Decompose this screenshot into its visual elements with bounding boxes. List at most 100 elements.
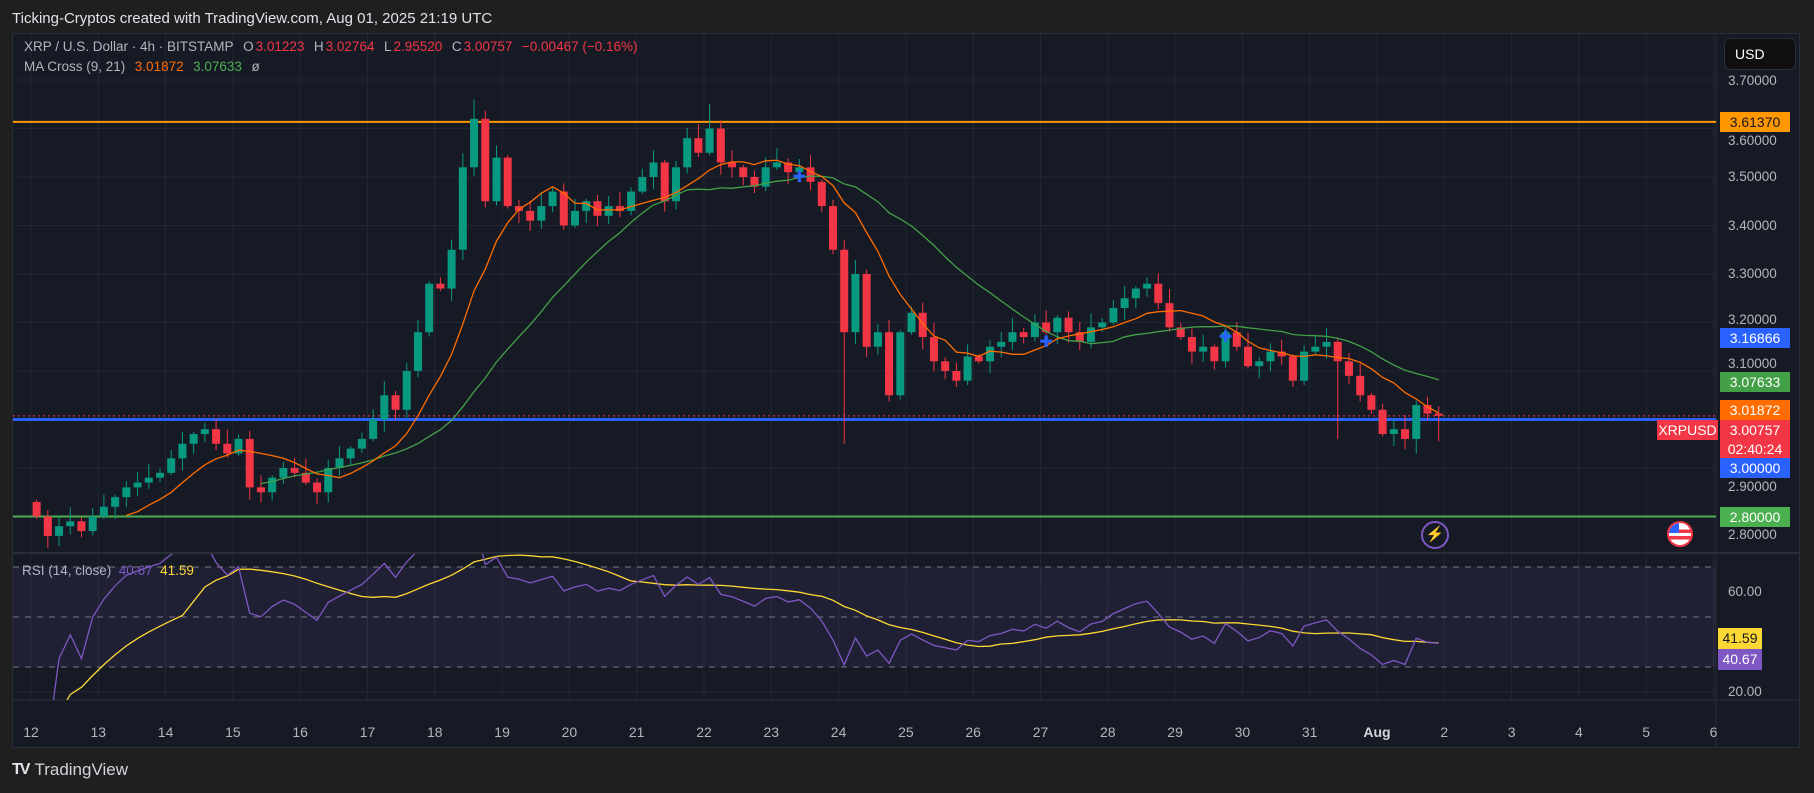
candle-down [1344,361,1353,376]
ma-legend[interactable]: MA Cross (9, 21) 3.01872 3.07633 ø [24,59,262,74]
rsi-tick-label: 20.00 [1728,684,1762,699]
time-tick-label: 3 [1507,724,1516,740]
ma-cross-marker: ✚ [1039,334,1052,351]
time-tick-label: 15 [225,724,241,740]
candle-up [346,448,355,459]
candle-up [1109,307,1118,323]
candle-down [885,332,894,396]
ma-suffix: ø [251,59,260,74]
time-tick-label: 19 [494,724,510,740]
candle-up [458,167,467,250]
ma-fast-line [126,159,1440,517]
time-tick-label: 14 [157,724,174,740]
rsi-line [52,554,1439,700]
open-value: 3.01223 [255,39,305,54]
candle-down [1423,404,1432,414]
candle-up [761,167,770,187]
price-label-value: 3.00757 [1729,422,1781,439]
candle-up [873,332,882,347]
candle-down [1356,375,1365,396]
candle-up [1008,332,1017,342]
candle-up [1098,322,1107,328]
candle-up [1412,404,1421,439]
currency-button[interactable]: USD [1724,38,1796,70]
price-label-value: 3.07633 [1729,374,1781,391]
ma-slow-value: 3.07633 [193,59,242,74]
candle-up [907,312,916,333]
candle-up [470,118,479,168]
time-tick-label: 23 [763,724,780,740]
candle-up [66,521,75,527]
symbol-legend[interactable]: XRP / U.S. Dollar · 4h · BITSTAMP O 3.012… [24,39,640,54]
candle-up [178,443,187,459]
candle-down [481,118,490,202]
candle-down [1165,303,1174,328]
chart-attribution: Ticking-Cryptos created with TradingView… [12,10,493,27]
time-tick-label: 16 [292,724,308,740]
candle-down [817,181,826,207]
candle-down [1064,317,1073,333]
price-tick-label: 3.30000 [1728,266,1777,281]
close-label: C [451,39,462,54]
candle-down [1210,346,1219,362]
tradingview-logo[interactable]: TV TradingView [12,760,128,780]
time-tick-label: 31 [1301,724,1318,740]
candle-up [279,468,288,478]
price-label: 3.00000 [1720,458,1790,479]
candle-down [245,438,254,488]
candle-down [739,167,748,177]
candle-down [750,177,759,187]
candle-up [122,487,131,498]
candle-down [1187,337,1196,352]
candle-down [1075,332,1084,342]
candle-down [694,138,703,153]
candle-up [111,497,120,507]
candle-up [1086,327,1095,342]
time-tick-label: Aug [1363,724,1391,740]
candle-up [1143,283,1152,289]
ma-cross-marker: ✚ [793,169,806,186]
candle-up [986,346,995,362]
candle-down [1244,346,1253,367]
candle-up [99,506,108,517]
time-tick-label: 2 [1440,724,1449,740]
open-label: O [243,39,254,54]
candle-down [1367,395,1376,410]
rsi-tick-label: 60.00 [1728,584,1762,599]
candle-down [559,191,568,226]
change-value: −0.00467 (−0.16%) [521,39,638,54]
candle-up [627,191,636,211]
candle-up [638,177,647,192]
price-label: 3.00757 02:40:24 [1720,420,1790,459]
candle-down [212,429,221,444]
candles: ✚ ✚ ✚ [32,99,1443,549]
candle-up [582,201,591,211]
candle-up [683,138,692,168]
lightning-icon[interactable]: ⚡ [1421,521,1449,549]
candle-down [526,210,535,221]
us-flag-icon[interactable] [1667,521,1693,547]
close-value: 3.00757 [463,39,513,54]
rsi-legend[interactable]: RSI (14, close) 40.67 41.59 [22,563,194,578]
time-tick-label: 21 [628,724,645,740]
candle-up [571,210,580,226]
candle-down [828,206,837,250]
candle-up [268,477,277,493]
rsi-ma-value: 41.59 [160,563,194,578]
rsi-value: 40.67 [118,563,153,578]
price-label-value: 3.16866 [1729,329,1781,346]
ma-title: MA Cross (9, 21) [24,59,126,74]
time-tick-label: 22 [696,724,712,740]
candle-down [503,157,512,207]
candle-up [167,458,176,473]
time-tick-label: 25 [898,724,914,740]
candle-down [862,274,871,347]
candle-up [1199,346,1208,352]
time-tick-label: 24 [830,724,847,740]
candle-down [660,162,669,202]
price-tick-label: 2.80000 [1728,526,1777,542]
candle-down [974,356,983,362]
candle-up [369,419,378,439]
candle-down [43,516,52,536]
